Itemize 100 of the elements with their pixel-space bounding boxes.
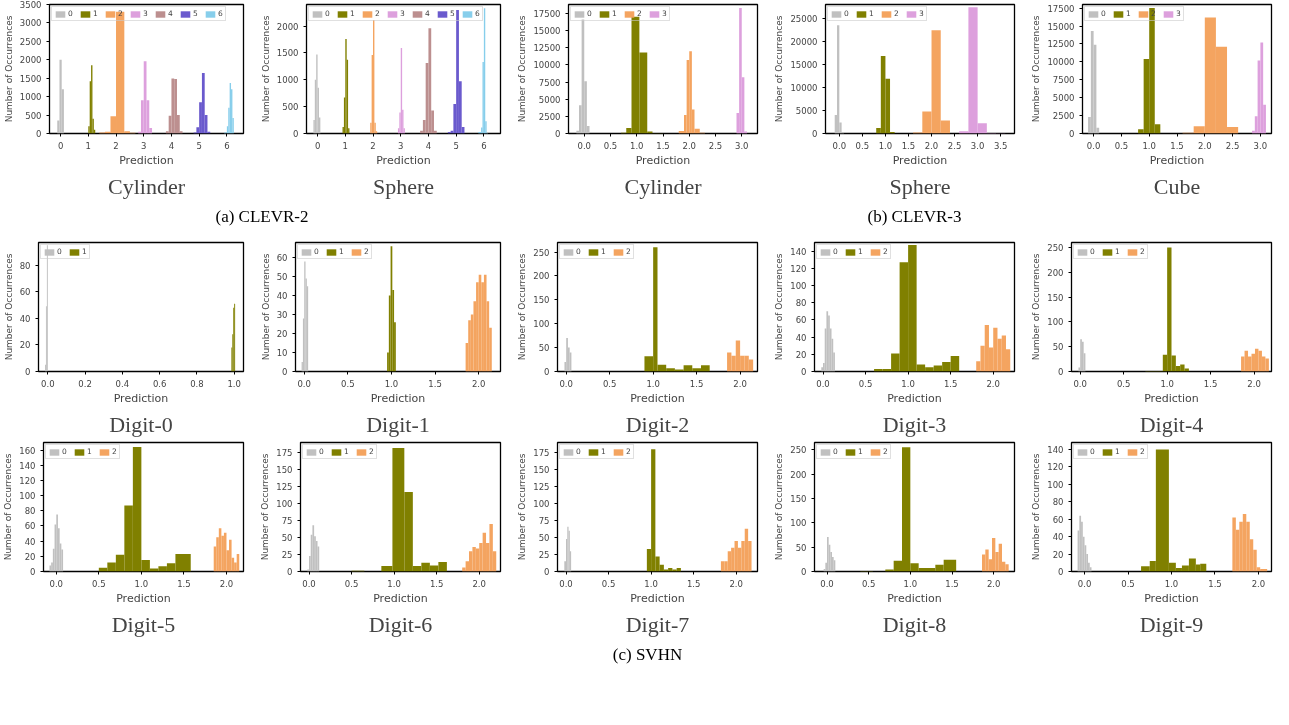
y-tick-label: 150 (1047, 292, 1064, 303)
y-axis-title: Number of Occurrences (517, 453, 528, 561)
x-tick-label: 1.0 (1160, 378, 1174, 389)
y-tick-label: 100 (533, 319, 550, 330)
y-tick-label: 80 (1052, 497, 1064, 508)
y-tick-label: 250 (1047, 242, 1064, 253)
x-tick-label: 3.0 (734, 140, 749, 151)
x-axis-title: Prediction (1144, 591, 1199, 605)
y-tick-label: 15000 (1047, 21, 1075, 32)
y-tick-label: 500 (282, 102, 299, 113)
y-tick-label: 0 (30, 567, 36, 577)
y-tick-label: 25 (281, 550, 293, 561)
y-tick-label: 1500 (19, 73, 42, 84)
y-tick-label: 30 (276, 310, 288, 321)
x-tick-label: 1.0 (644, 578, 658, 589)
y-tick-label: 1000 (276, 75, 299, 86)
y-axis-title: Number of Occurrences (1031, 15, 1042, 123)
y-tick-label: 50 (1052, 342, 1064, 353)
x-tick-label: 1.5 (901, 140, 916, 151)
x-tick-label: 2.0 (924, 140, 939, 151)
x-axis-title: Prediction (373, 591, 428, 605)
y-tick-label: 10 (276, 348, 288, 359)
x-tick-label: 1.5 (429, 578, 444, 589)
text: (c) SVHN (612, 644, 683, 666)
x-tick-label: 0.0 (1077, 578, 1092, 589)
y-axis-title: Number of Occurrences (517, 15, 528, 123)
y-axis-title: Number of Occurrences (3, 253, 14, 361)
text: Digit-5 (111, 611, 176, 637)
x-tick-label: 0.5 (344, 578, 359, 589)
x-tick-label: 1.5 (689, 378, 704, 389)
y-tick-label: 40 (276, 291, 288, 302)
x-tick-label: 0.5 (92, 578, 106, 589)
y-axis-title: Number of Occurrences (1031, 253, 1042, 361)
y-tick-label: 75 (538, 516, 550, 527)
y-tick-label: 100 (790, 281, 807, 291)
y-tick-label: 20 (19, 340, 31, 351)
text: Digit-3 (882, 411, 947, 437)
x-tick-label: 0.0 (297, 378, 311, 389)
x-tick-label: 1.5 (428, 378, 442, 389)
y-tick-label: 150 (790, 493, 807, 504)
y-tick-label: 0 (1058, 567, 1064, 577)
x-tick-label: 1.0 (901, 378, 915, 389)
y-tick-label: 140 (19, 460, 36, 471)
x-tick-label: 3 (398, 140, 404, 151)
y-tick-label: 20 (1052, 549, 1064, 560)
x-axis-title: Prediction (892, 153, 948, 167)
x-tick-label: 1.0 (1164, 578, 1179, 589)
y-tick-label: 80 (795, 298, 807, 309)
x-tick-label: 0.0 (559, 378, 573, 389)
y-tick-label: 100 (1047, 317, 1064, 328)
x-tick-label: 0.8 (190, 378, 204, 389)
y-tick-label: 50 (276, 272, 288, 283)
x-axis-title: Prediction (119, 153, 174, 167)
x-tick-label: 3.0 (970, 140, 985, 151)
y-tick-label: 100 (276, 499, 293, 510)
y-tick-label: 150 (533, 295, 550, 306)
text: Sphere (889, 173, 951, 199)
x-tick-label: 0.5 (341, 378, 355, 389)
y-tick-label: 0 (25, 367, 31, 377)
x-tick-label: 0.0 (302, 578, 316, 589)
x-axis-title: Prediction (370, 391, 426, 405)
y-tick-label: 50 (538, 533, 550, 544)
x-axis-title: Prediction (376, 153, 431, 167)
x-axis-title: Prediction (630, 591, 685, 605)
x-tick-label: 0.2 (78, 378, 92, 389)
y-tick-label: 20 (795, 349, 807, 360)
y-axis-title: Number of Occurrences (774, 253, 785, 361)
y-tick-label: 0 (36, 129, 42, 139)
y-tick-label: 10000 (790, 82, 818, 93)
y-axis-title: Number of Occurrences (260, 453, 271, 561)
y-tick-label: 0 (293, 129, 299, 139)
y-tick-label: 50 (538, 343, 550, 354)
y-tick-label: 17500 (533, 8, 561, 19)
y-tick-label: 100 (1047, 479, 1064, 490)
y-tick-label: 1000 (19, 92, 42, 103)
y-tick-label: 20 (24, 551, 36, 562)
x-tick-label: 2.5 (1225, 140, 1240, 151)
x-tick-label: 6 (224, 140, 230, 151)
y-tick-label: 160 (19, 445, 36, 456)
y-tick-label: 2500 (538, 111, 561, 122)
x-tick-label: 2.5 (708, 140, 723, 151)
y-tick-label: 100 (790, 518, 807, 529)
y-axis-title: Number of Occurrences (774, 453, 785, 561)
y-axis-title: Number of Occurrences (260, 253, 271, 361)
x-tick-label: 1.0 (227, 378, 241, 389)
x-axis-title: Prediction (113, 391, 169, 405)
text: Cylinder (108, 173, 186, 199)
y-tick-label: 3000 (19, 18, 42, 29)
y-tick-label: 15000 (533, 26, 561, 37)
x-tick-label: 0.0 (1086, 140, 1101, 151)
x-tick-label: 2 (113, 140, 119, 151)
x-tick-label: 2.0 (219, 578, 234, 589)
y-tick-label: 2000 (276, 21, 299, 32)
y-tick-label: 75 (281, 516, 293, 527)
y-tick-label: 250 (790, 445, 807, 456)
x-tick-label: 0.5 (861, 578, 876, 589)
y-tick-label: 140 (790, 246, 807, 257)
x-tick-label: 0 (314, 140, 321, 151)
y-axis-title: Number of Occurrences (3, 453, 14, 561)
y-tick-label: 60 (1052, 514, 1064, 525)
